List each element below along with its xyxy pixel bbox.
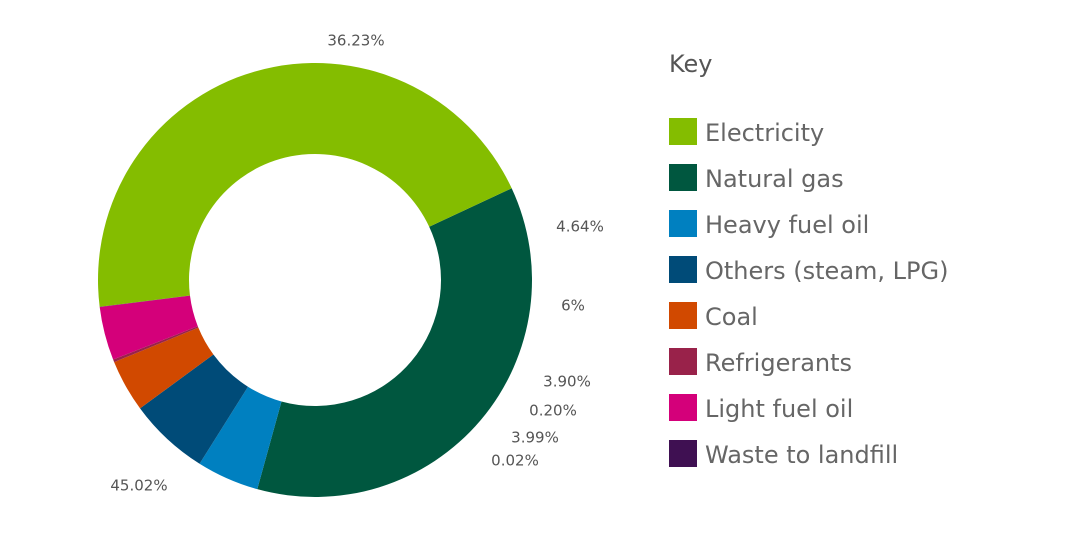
legend-label: Electricity [705,119,825,147]
legend-label: Coal [705,303,758,331]
legend-label: Light fuel oil [705,395,854,423]
legend-label: Natural gas [705,165,844,193]
slice-natural-gas [257,188,532,497]
slice-others-steam-lpg [140,354,248,464]
legend-label: Refrigerants [705,349,853,377]
label-coal: 3.90% [543,373,591,391]
legend-swatch [669,301,697,329]
label-light-fuel-oil: 3.99% [511,429,559,447]
label-others-steam-lpg: 6% [561,297,585,315]
legend-item-waste-to-landfill: Waste to landfill [669,432,1064,478]
legend: Key Electricity Natural gas Heavy fuel oil… [669,46,1064,478]
slice-coal [114,327,214,409]
legend-label: Heavy fuel oil [705,211,870,239]
legend-item-refrigerants: Refrigerants [669,340,1064,386]
legend-item-electricity: Electricity [669,110,1064,156]
label-heavy-fuel-oil: 4.64% [556,218,604,236]
slice-refrigerants [113,326,199,363]
legend-item-light-fuel-oil: Light fuel oil [669,386,1064,432]
donut-chart: 36.23% 4.64% 6% 3.90% 0.20% 3.99% 0.02% 45.02% [98,32,604,497]
legend-item-natural-gas: Natural gas [669,156,1064,202]
slice-waste-to-landfill [99,295,190,307]
legend-items: Electricity Natural gas Heavy fuel oil Othe… [669,110,1064,478]
legend-swatch [669,255,697,283]
slice-electricity [98,63,512,307]
donut-slices [98,63,532,497]
legend-label: Others (steam, LPG) [705,257,949,285]
legend-swatch [669,347,697,375]
slice-light-fuel-oil [99,295,198,360]
legend-item-coal: Coal [669,294,1064,340]
legend-swatch [669,209,697,237]
label-refrigerants: 0.20% [529,402,577,420]
label-natural-gas: 36.23% [327,32,384,50]
label-electricity: 45.02% [110,477,167,495]
legend-swatch [669,117,697,145]
legend-title: Key [669,50,713,78]
label-waste-to-landfill: 0.02% [491,452,539,470]
legend-item-others-steam-lpg: Others (steam, LPG) [669,248,1064,294]
legend-item-heavy-fuel-oil: Heavy fuel oil [669,202,1064,248]
legend-label: Waste to landfill [705,441,899,469]
legend-swatch [669,439,697,467]
slice-labels: 36.23% 4.64% 6% 3.90% 0.20% 3.99% 0.02% 45.02% [110,32,603,495]
legend-swatch [669,393,697,421]
slice-heavy-fuel-oil [199,386,282,490]
legend-swatch [669,163,697,191]
